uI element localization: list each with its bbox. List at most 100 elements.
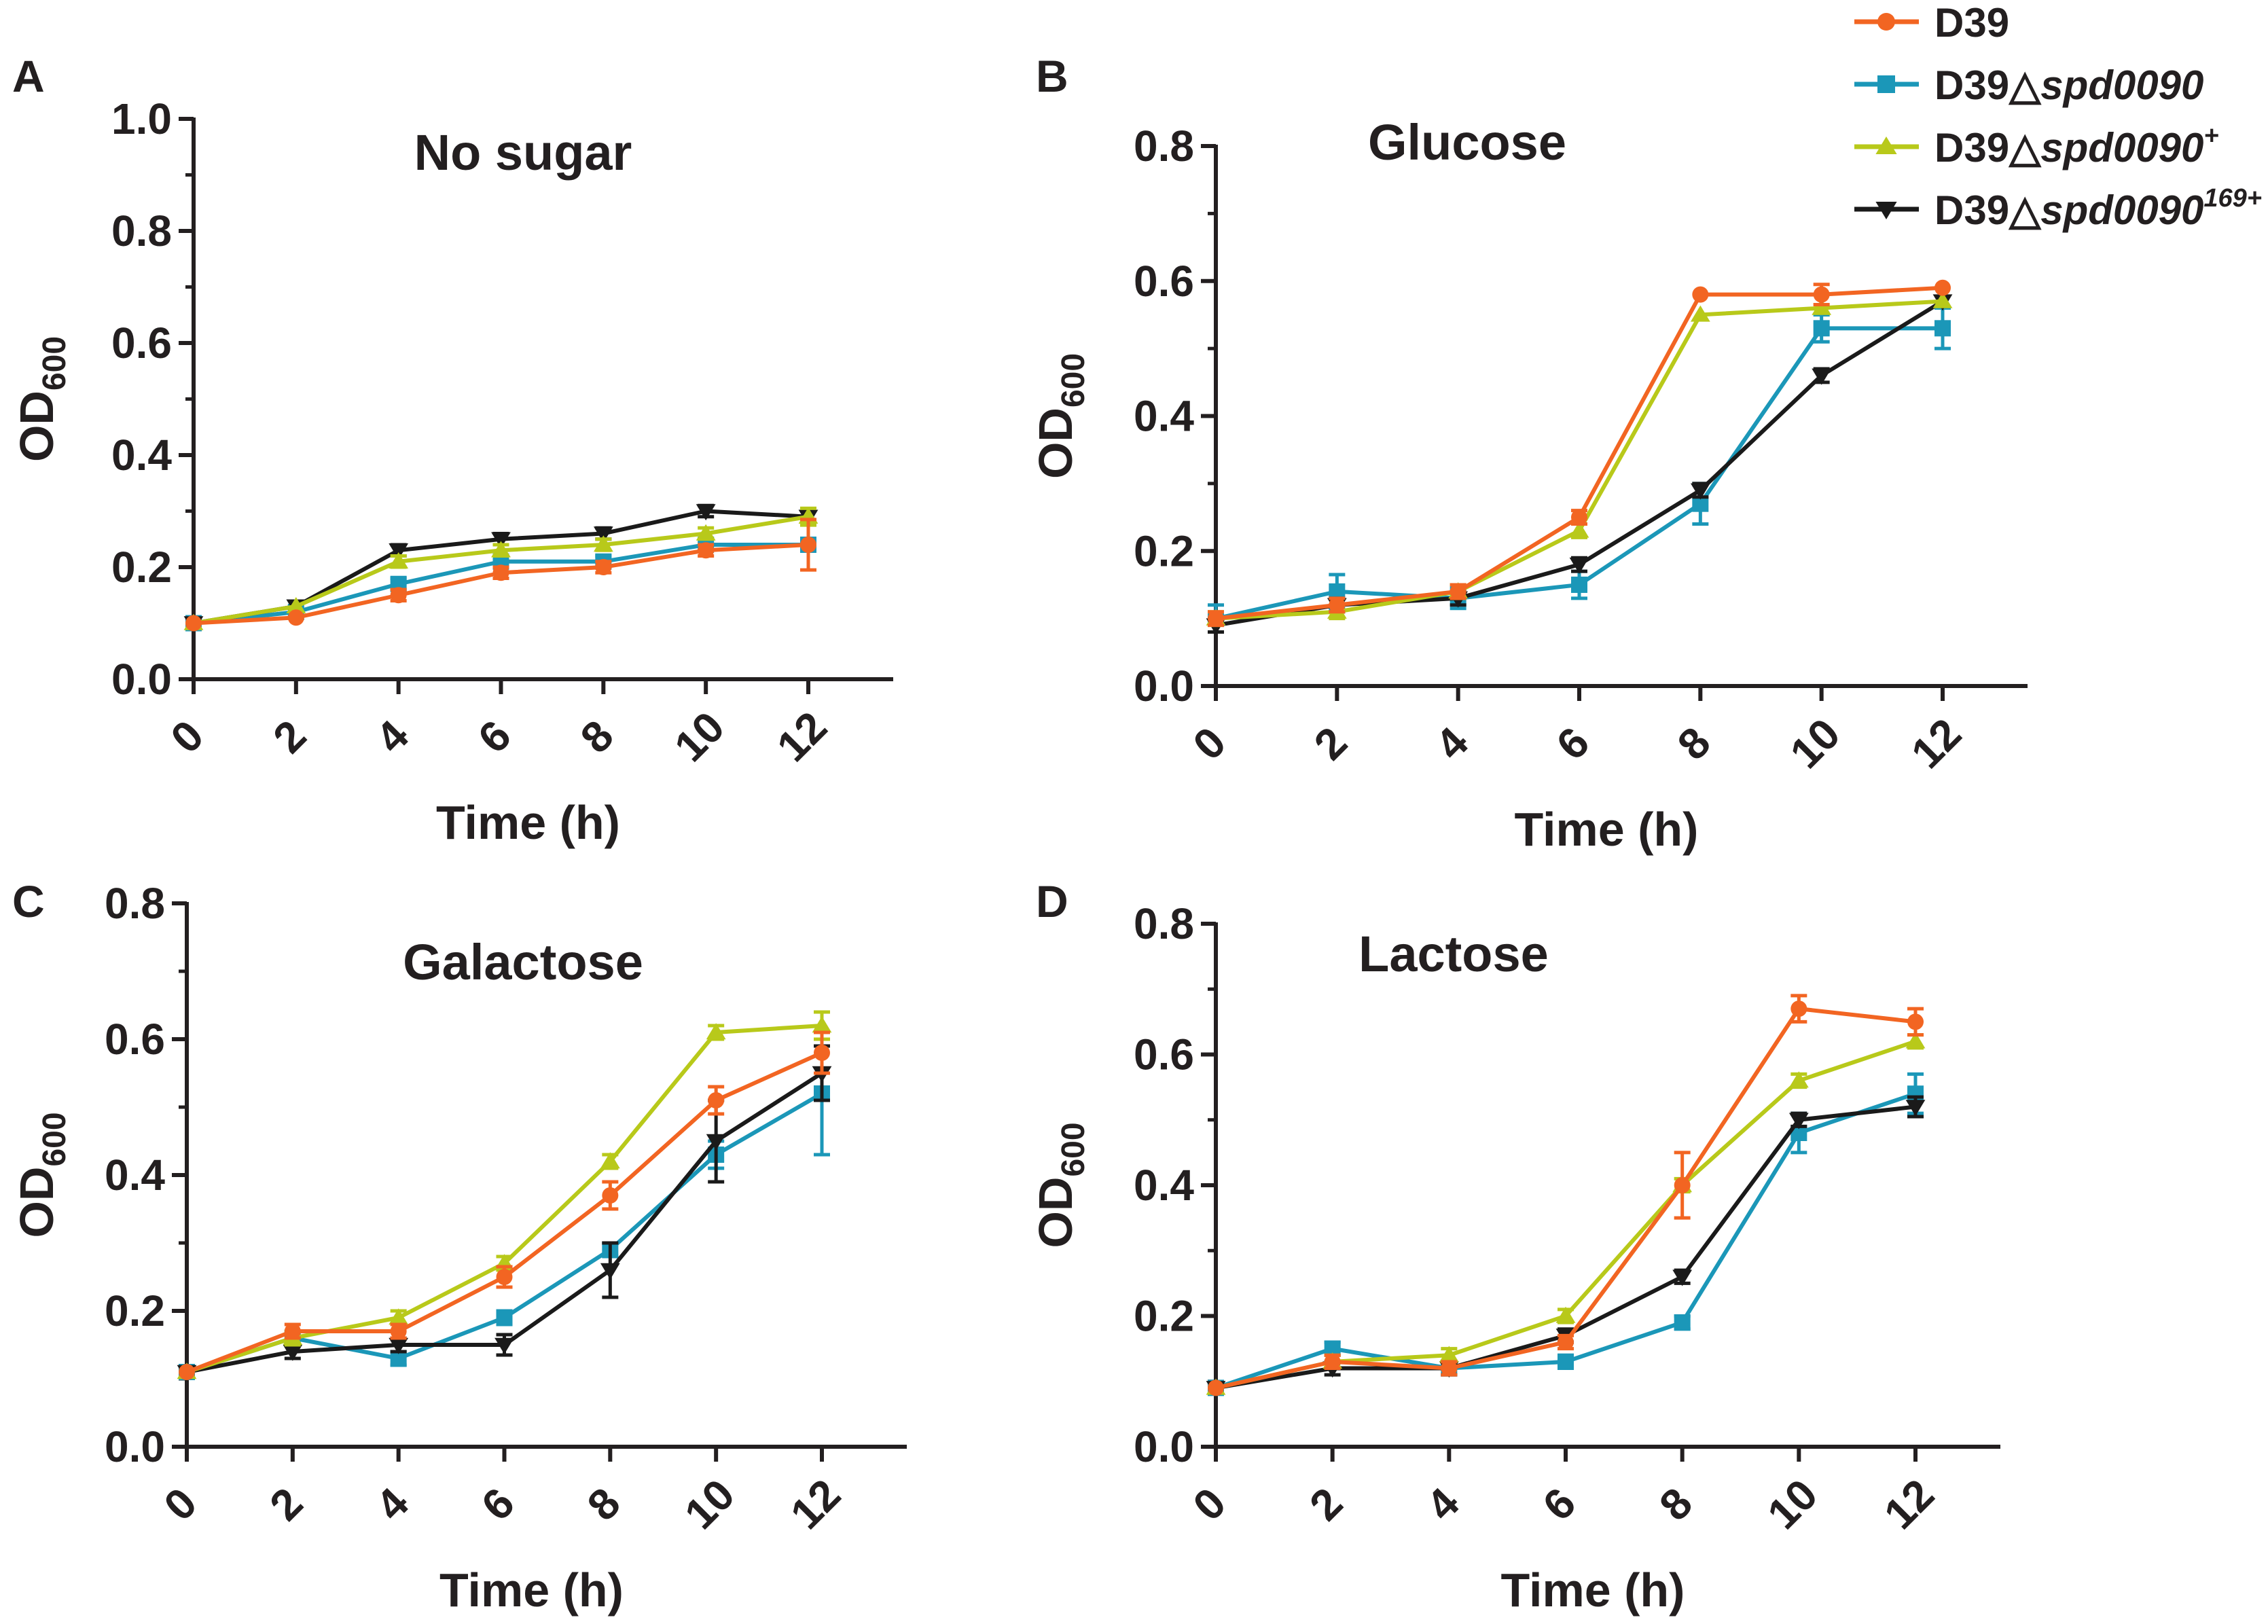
y-tick-label: 0.6 [105,1015,165,1064]
y-tick-label: 0.0 [111,655,172,704]
data-point [284,1323,301,1339]
chart-title: Lactose [1358,926,1549,982]
legend-marker [1877,13,1895,31]
data-point [1450,583,1466,600]
y-tick-label: 0.6 [111,319,172,367]
data-point [491,541,511,558]
x-tick-label: 0 [154,1478,206,1530]
x-tick-label: 6 [469,710,520,762]
data-point [1571,576,1587,593]
data-point [1905,1032,1926,1049]
data-point [1812,368,1832,385]
y-tick-label: 0.8 [105,879,165,928]
data-point [602,1187,619,1204]
x-tick-label: 12 [768,702,836,771]
series-0 [185,518,816,632]
data-point [389,543,409,560]
legend: D39D39△spd0090D39△spd0090+D39△spd0090169… [1854,0,2262,233]
series-3 [177,1044,832,1382]
data-point [1208,610,1224,627]
chart-title: Glucose [1368,114,1566,170]
x-axis-label: Time (h) [439,1564,624,1617]
panel-letter: B [1036,51,1068,101]
x-tick-label: 0 [161,710,213,762]
series-1 [1208,306,1951,634]
y-tick-label: 0.8 [111,206,172,255]
series-1 [179,1030,830,1380]
y-tick-label: 0.0 [1134,662,1194,710]
x-tick-label: 2 [1300,1478,1352,1530]
data-point [1905,1100,1926,1117]
panel-letter: A [12,51,45,101]
y-axis-label-main: OD [10,1167,63,1238]
data-point [1674,1177,1691,1193]
series-0 [1208,994,1924,1396]
data-point [496,1269,513,1285]
data-point [595,559,612,575]
y-tick-label: 0.4 [105,1151,165,1199]
y-tick-label: 0.8 [1134,899,1194,948]
y-axis-label: OD600 [10,336,73,462]
legend-item-2: D39△spd0090+ [1854,122,2219,170]
chart-panel-b: B Glucose 0.0 0.2 0.4 0.6 0.8 0 2 4 6 8 10 12 Time (h)… [1029,51,2028,856]
legend-marker [1875,201,1897,219]
x-tick-label: 2 [1305,717,1356,769]
y-tick-label: 0.2 [105,1286,165,1335]
legend-label-main: D39△ [1934,125,2042,170]
data-point [179,1364,195,1380]
x-tick-label: 4 [1417,1478,1469,1530]
data-point [1569,521,1589,538]
series-line [186,1071,823,1374]
y-tick-label: 0.2 [1134,526,1194,575]
data-point [1788,1071,1809,1088]
x-tick-label: 0 [1183,1478,1235,1530]
y-axis-label: OD600 [1029,353,1092,479]
data-point [1690,305,1710,322]
data-point [600,1152,620,1169]
data-point [283,1344,303,1361]
data-point [1571,509,1587,526]
data-point [1329,596,1346,613]
legend-label-main: D39 [1934,0,2009,46]
data-point [389,1308,409,1325]
x-axis-label: Time (h) [1501,1564,1685,1617]
data-point [600,1263,620,1280]
legend-item-3: D39△spd0090169+ [1854,184,2262,233]
legend-label-main: D39△ [1934,187,2042,233]
y-tick-label: 0.8 [1134,122,1194,170]
y-axis-label-sub: 600 [37,1112,73,1166]
y-tick-label: 0.4 [1134,1161,1194,1210]
data-point [696,524,716,541]
x-tick-label: 0 [1183,717,1235,769]
x-tick-label: 4 [1426,717,1477,769]
x-tick-label: 6 [1547,717,1598,769]
legend-label-italic: spd0090 [2040,62,2203,108]
legend-item-1: D39△spd0090 [1854,62,2203,108]
y-axis-label-main: OD [1029,408,1082,479]
data-point [287,609,304,626]
x-tick-label: 2 [260,1478,312,1530]
data-point [814,1045,830,1061]
x-axis-label: Time (h) [1515,803,1699,856]
data-point [708,1092,725,1108]
data-point [696,504,716,521]
series-0 [1208,279,1951,628]
data-point [593,526,613,543]
data-point [1555,1306,1576,1323]
y-tick-label: 0.2 [1134,1292,1194,1341]
x-tick-label: 2 [264,710,315,762]
data-point [1790,1000,1807,1017]
y-tick-label: 0.4 [1134,392,1194,441]
data-point [389,552,409,569]
data-point [389,1337,409,1354]
data-point [1813,286,1830,303]
data-point [491,532,511,549]
legend-label-main: D39△ [1934,62,2042,108]
series-3 [1206,1095,1926,1398]
legend-label-italic: spd0090 [2040,187,2203,233]
data-point [286,596,306,613]
x-tick-label: 8 [1668,717,1720,769]
y-tick-label: 0.2 [111,543,172,592]
data-point [1788,1113,1809,1130]
